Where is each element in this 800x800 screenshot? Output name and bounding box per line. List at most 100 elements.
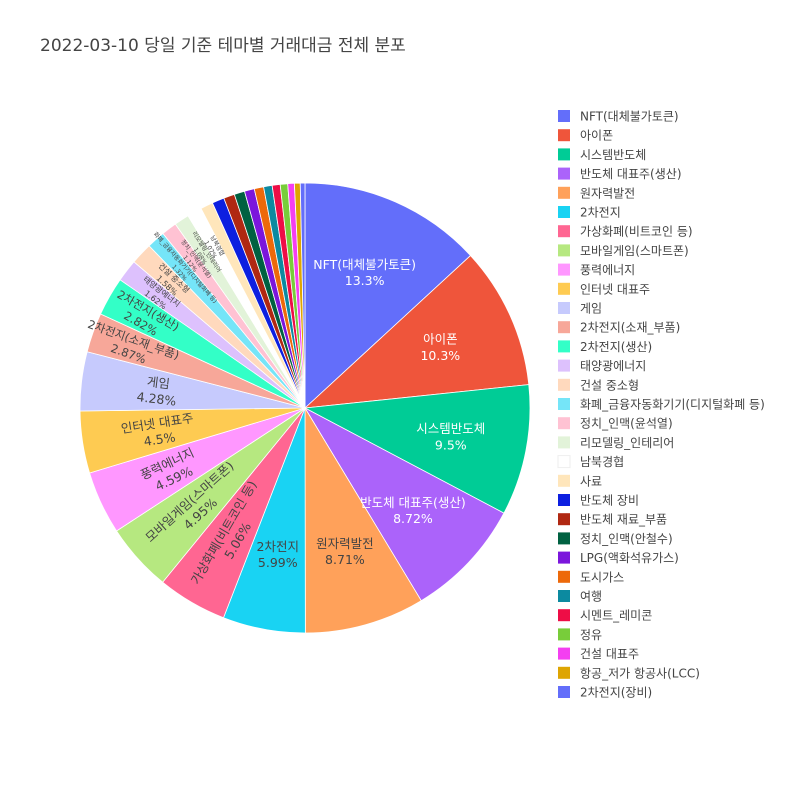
legend-item[interactable]: 정유 — [558, 628, 602, 642]
legend-item[interactable]: 정치_인맥(윤석열) — [558, 417, 673, 431]
legend-swatch — [558, 263, 570, 276]
legend-swatch — [558, 378, 570, 391]
slice-label: 게임4.28% — [136, 374, 177, 409]
legend-item[interactable]: 풍력에너지 — [558, 263, 635, 277]
legend-item[interactable]: 시스템반도체 — [558, 148, 646, 162]
legend-item[interactable]: 태양광에너지 — [558, 359, 646, 373]
legend-swatch — [558, 225, 570, 238]
pie-slices — [79, 182, 531, 634]
legend-item[interactable]: 건설 중소형 — [558, 378, 639, 392]
legend-item[interactable]: 남북경협 — [557, 455, 624, 469]
legend-swatch — [558, 302, 570, 314]
legend-label: 가상화폐(비트코인 등) — [580, 225, 693, 239]
pie-slice — [303, 384, 531, 514]
legend-swatch — [558, 167, 570, 180]
legend-item[interactable]: 모바일게임(스마트폰) — [558, 244, 689, 258]
legend-label: 시스템반도체 — [580, 148, 646, 162]
legend-item[interactable]: 항공_저가 항공사(LCC) — [558, 666, 700, 680]
legend-label: 화폐_금융자동화기기(디지털화폐 등) — [580, 398, 765, 412]
slice-label-name: 2차전지 — [257, 539, 299, 554]
legend-swatch — [558, 666, 570, 679]
legend-item[interactable]: 반도체 장비 — [558, 494, 639, 508]
legend-label: 2차전지(생산) — [580, 340, 652, 354]
legend-label: 정유 — [580, 628, 602, 642]
legend-swatch — [558, 359, 570, 372]
pie-slice — [303, 406, 505, 602]
legend-item[interactable]: 건설 대표주 — [558, 647, 639, 661]
legend-label: 건설 중소형 — [580, 378, 639, 392]
legend-item[interactable]: 원자력발전 — [558, 186, 635, 200]
legend-swatch — [558, 609, 570, 622]
legend-label: 반도체 장비 — [580, 494, 639, 508]
legend-label: 아이폰 — [580, 129, 613, 143]
legend-item[interactable]: NFT(대체불가토큰) — [558, 110, 679, 124]
slice-label-name: 원자력발전 — [316, 536, 374, 551]
pie-slice — [303, 255, 530, 409]
legend-swatch — [558, 282, 570, 295]
legend-swatch — [558, 436, 570, 449]
legend-item[interactable]: 아이폰 — [558, 129, 613, 143]
legend-item[interactable]: 시멘트_레미콘 — [558, 609, 652, 623]
legend-item[interactable]: 2차전지(소재_부품) — [558, 321, 680, 335]
legend-item[interactable]: LPG(액화석유가스) — [558, 551, 679, 565]
slice-label-name: 반도체 대표주(생산) — [360, 495, 466, 510]
legend-label: 2차전지 — [580, 206, 621, 220]
slice-label-percent: 4.5% — [143, 429, 177, 449]
legend-item[interactable]: 반도체 재료_부품 — [558, 513, 667, 527]
legend-item[interactable]: 인터넷 대표주 — [558, 282, 650, 296]
legend-label: 인터넷 대표주 — [580, 282, 650, 296]
legend-label: 시멘트_레미콘 — [580, 609, 652, 623]
legend-swatch — [558, 551, 570, 564]
slice-label-percent: 8.71% — [325, 552, 365, 567]
legend-item[interactable]: 2차전지(장비) — [558, 686, 652, 700]
legend-swatch — [558, 129, 570, 142]
legend-item[interactable]: 2차전지(생산) — [558, 340, 652, 354]
legend-swatch — [558, 686, 570, 698]
legend-label: LPG(액화석유가스) — [580, 551, 679, 565]
legend-label: 건설 대표주 — [580, 647, 639, 661]
legend-label: 사료 — [580, 474, 602, 488]
legend-item[interactable]: 화폐_금융자동화기기(디지털화폐 등) — [558, 398, 765, 412]
slice-label-percent: 5.99% — [258, 555, 298, 570]
pie-slice — [304, 406, 422, 634]
legend-item[interactable]: 반도체 대표주(생산) — [558, 167, 682, 181]
legend-item[interactable]: 2차전지 — [558, 206, 621, 220]
legend-item[interactable]: 가상화폐(비트코인 등) — [558, 225, 693, 239]
legend-swatch — [558, 647, 570, 660]
legend-label: 도시가스 — [580, 570, 624, 584]
legend-label: 남북경협 — [580, 455, 624, 469]
slice-label-percent: 4.28% — [136, 389, 177, 409]
legend-label: NFT(대체불가토큰) — [580, 110, 679, 124]
legend-swatch — [557, 455, 571, 469]
legend-swatch — [558, 398, 570, 410]
legend-label: 리모델링_인테리어 — [580, 436, 674, 450]
legend-label: 풍력에너지 — [580, 263, 635, 277]
slice-label-name: NFT(대체불가토큰) — [313, 257, 416, 272]
legend-label: 태양광에너지 — [580, 359, 646, 373]
legend-swatch — [558, 186, 570, 199]
legend-item[interactable]: 여행 — [558, 589, 602, 604]
pie-slice — [299, 182, 306, 409]
slice-label: NFT(대체불가토큰)13.3% — [313, 257, 416, 288]
legend-label: 2차전지(장비) — [580, 686, 652, 700]
legend-item[interactable]: 게임 — [558, 302, 602, 316]
slice-label-percent: 8.72% — [393, 511, 433, 526]
legend-label: 반도체 재료_부품 — [580, 513, 667, 527]
legend-swatch — [558, 474, 570, 487]
legend-swatch — [558, 494, 570, 506]
legend-swatch — [558, 206, 570, 218]
legend-label: 여행 — [580, 589, 602, 604]
legend-item[interactable]: 정치_인맥(안철수) — [558, 532, 673, 546]
slice-label-percent: 13.3% — [345, 273, 385, 288]
legend-item[interactable]: 도시가스 — [558, 570, 624, 584]
legend-label: 항공_저가 항공사(LCC) — [580, 666, 700, 680]
legend-swatch — [558, 590, 570, 602]
legend-item[interactable]: 사료 — [558, 474, 602, 488]
legend-swatch — [558, 513, 570, 526]
pie-slice — [304, 182, 472, 409]
legend-item[interactable]: 리모델링_인테리어 — [558, 436, 674, 450]
